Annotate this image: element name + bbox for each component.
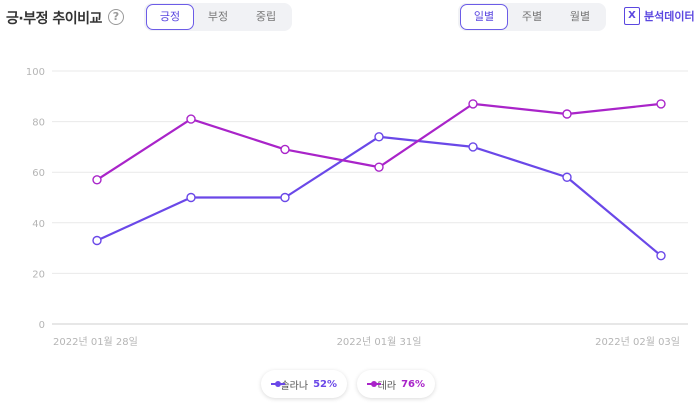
legend: 솔라나 52% 테라 76% — [0, 370, 700, 398]
tab-positive[interactable]: 긍정 — [146, 4, 194, 30]
y-tick-label: 20 — [32, 269, 45, 280]
legend-marker — [367, 380, 381, 388]
excel-download-button[interactable]: X 분석데이터 — [624, 7, 695, 25]
y-tick-label: 80 — [32, 118, 45, 129]
y-axis-ticks: 0 20 40 60 80 100 — [26, 67, 45, 331]
x-tick-label: 2022년 01월 28일 — [53, 336, 138, 348]
data-point-0 — [186, 192, 196, 203]
excel-icon: X — [624, 7, 640, 25]
chart-title: 긍·부정 추이비교 — [6, 11, 102, 27]
excel-label: 분석데이터 — [644, 10, 695, 23]
data-point-0 — [562, 172, 572, 182]
legend-label: 솔라나 — [280, 380, 309, 392]
legend-percent: 52% — [313, 378, 337, 390]
x-tick-label: 2022년 02월 03일 — [595, 336, 680, 348]
x-axis-ticks: 2022년 01월 28일 2022년 01월 31일 2022년 02월 03일 — [53, 336, 680, 348]
tab-weekly[interactable]: 주별 — [521, 10, 543, 23]
period-toggle: 일별 주별 월별 — [458, 3, 606, 31]
help-icon[interactable]: ? — [108, 9, 124, 25]
data-point-0 — [468, 142, 478, 152]
tab-monthly[interactable]: 월별 — [569, 10, 591, 23]
grid-lines — [52, 70, 688, 325]
y-tick-label: 40 — [32, 219, 45, 230]
data-point-1 — [280, 144, 290, 155]
y-tick-label: 100 — [26, 67, 45, 78]
y-tick-label: 0 — [39, 320, 45, 331]
tab-negative[interactable]: 부정 — [207, 10, 229, 23]
data-point-0 — [374, 132, 384, 142]
legend-item-solana[interactable]: 솔라나 52% — [261, 370, 347, 398]
legend-marker — [271, 380, 287, 388]
data-point-1 — [562, 109, 572, 119]
data-point-1 — [468, 99, 478, 109]
tab-neutral[interactable]: 중립 — [255, 10, 277, 23]
data-point-0 — [280, 192, 290, 203]
x-tick-label: 2022년 01월 31일 — [337, 336, 422, 348]
data-point-1 — [92, 175, 102, 185]
data-point-0 — [656, 250, 666, 261]
chart-header: 긍·부정 추이비교 ? 긍정 부정 중립 일별 주별 월별 X 분석데이터 — [0, 0, 700, 36]
legend-label: 테라 — [377, 380, 397, 392]
series-points — [92, 99, 666, 261]
data-point-1 — [374, 162, 384, 172]
legend-percent: 76% — [401, 378, 425, 390]
data-point-1 — [656, 99, 666, 109]
sentiment-toggle: 긍정 부정 중립 — [144, 3, 292, 31]
y-tick-label: 60 — [32, 168, 45, 179]
legend-item-terra[interactable]: 테라 76% — [357, 370, 435, 398]
series-lines — [95, 102, 663, 257]
data-point-0 — [92, 235, 102, 246]
tab-daily[interactable]: 일별 — [460, 4, 508, 30]
series-line-0 — [95, 135, 663, 257]
data-point-1 — [186, 114, 196, 124]
